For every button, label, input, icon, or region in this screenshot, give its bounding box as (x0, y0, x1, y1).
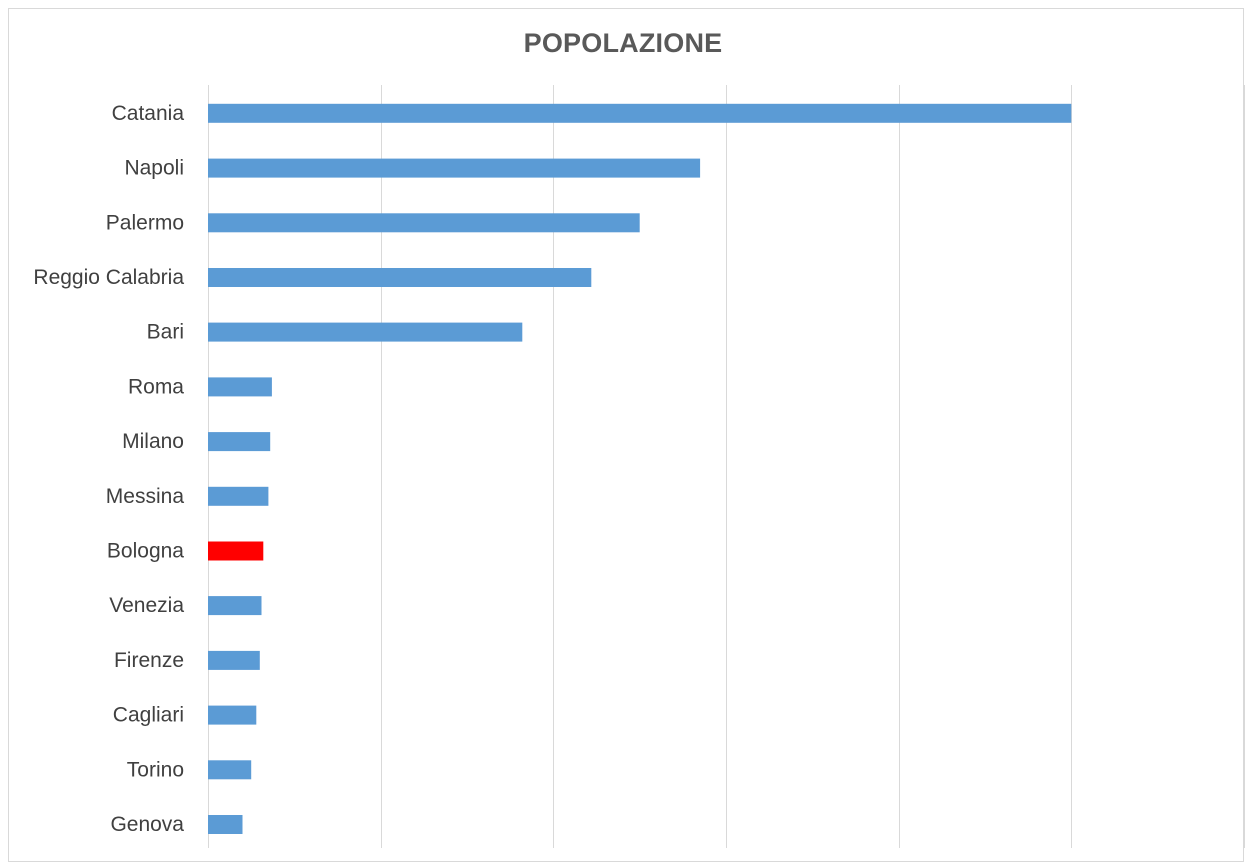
gridlines (208, 85, 1245, 848)
bar-napoli (208, 158, 701, 178)
category-label: Palermo (106, 211, 184, 234)
category-label: Firenze (114, 649, 184, 672)
bar-roma (208, 377, 272, 397)
category-label: Catania (112, 102, 185, 125)
category-label: Reggio Calabria (33, 266, 184, 289)
bar-bari (208, 322, 523, 342)
category-label: Milano (122, 430, 184, 453)
category-label: Bari (147, 321, 184, 344)
bar-reggio-calabria (208, 268, 592, 287)
category-label: Bologna (107, 540, 184, 563)
category-label: Torino (127, 758, 184, 781)
category-label: Messina (106, 485, 185, 508)
category-labels: Catania Napoli Palermo Reggio Calabria Bari R… (33, 102, 184, 836)
bar-cagliari (208, 705, 257, 725)
bar-palermo (208, 213, 640, 233)
category-label: Genova (110, 813, 184, 836)
chart-title: POPOLAZIONE (523, 28, 723, 58)
bar-venezia (208, 596, 262, 616)
bar-torino (208, 760, 252, 780)
bars (208, 103, 1072, 834)
category-label: Venezia (109, 594, 184, 617)
bar-bologna (208, 541, 264, 561)
bar-firenze (208, 650, 260, 670)
bar-messina (208, 486, 269, 506)
bar-milano (208, 432, 271, 452)
category-label: Cagliari (113, 704, 184, 727)
bar-catania (208, 103, 1072, 123)
category-label: Napoli (124, 157, 184, 180)
category-label: Roma (128, 375, 184, 398)
bar-genova (208, 815, 243, 834)
